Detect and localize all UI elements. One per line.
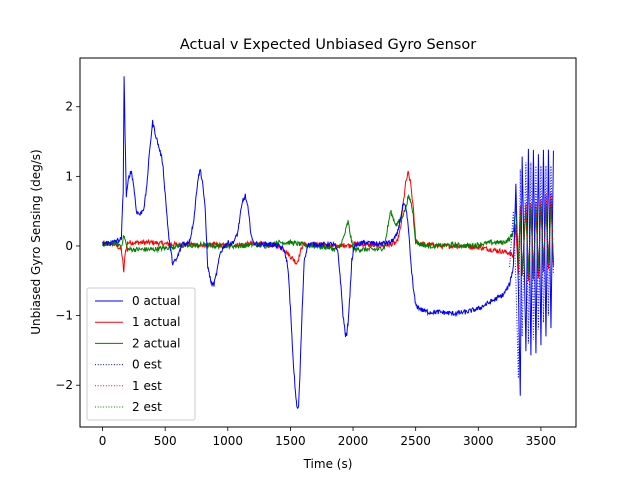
legend-label: 1 actual [132, 315, 180, 329]
series-line-0-est [509, 162, 554, 379]
x-tick-label: 2000 [338, 434, 369, 448]
y-axis-label: Unbiased Gyro Sensing (deg/s) [29, 149, 43, 335]
legend-label: 0 actual [132, 294, 180, 308]
x-axis-label: Time (s) [303, 457, 353, 471]
x-axis: 0 500 1000 1500 2000 2500 3000 3500 [99, 427, 556, 448]
plot-frame [79, 57, 577, 428]
chart-title: Actual v Expected Unbiased Gyro Sensor [180, 37, 476, 53]
series-layer [102, 76, 554, 410]
y-tick-label: −2 [55, 378, 73, 392]
y-tick-label: 1 [65, 169, 73, 183]
legend-box [86, 287, 196, 421]
x-tick-label: 3500 [526, 434, 557, 448]
y-tick-label: 2 [65, 100, 73, 114]
legend: 0 actual 1 actual 2 actual 0 est 1 est 2 est [86, 287, 196, 421]
y-axis: −2 −1 0 1 2 [55, 100, 80, 392]
y-tick-label: −1 [55, 309, 73, 323]
x-tick-label: 500 [154, 434, 177, 448]
x-tick-label: 1500 [275, 434, 306, 448]
series-line-0-actual [102, 76, 554, 410]
x-tick-label: 3000 [463, 434, 494, 448]
legend-label: 2 est [132, 400, 162, 414]
legend-label: 1 est [132, 379, 162, 393]
y-tick-label: 0 [65, 239, 73, 253]
series-line-1-est [509, 197, 554, 278]
legend-label: 0 est [132, 358, 162, 372]
series-line-2-actual [102, 193, 554, 280]
x-tick-label: 2500 [400, 434, 431, 448]
legend-label: 2 actual [132, 336, 180, 350]
series-line-2-est [509, 205, 554, 274]
x-tick-label: 0 [99, 434, 107, 448]
x-tick-label: 1000 [213, 434, 244, 448]
